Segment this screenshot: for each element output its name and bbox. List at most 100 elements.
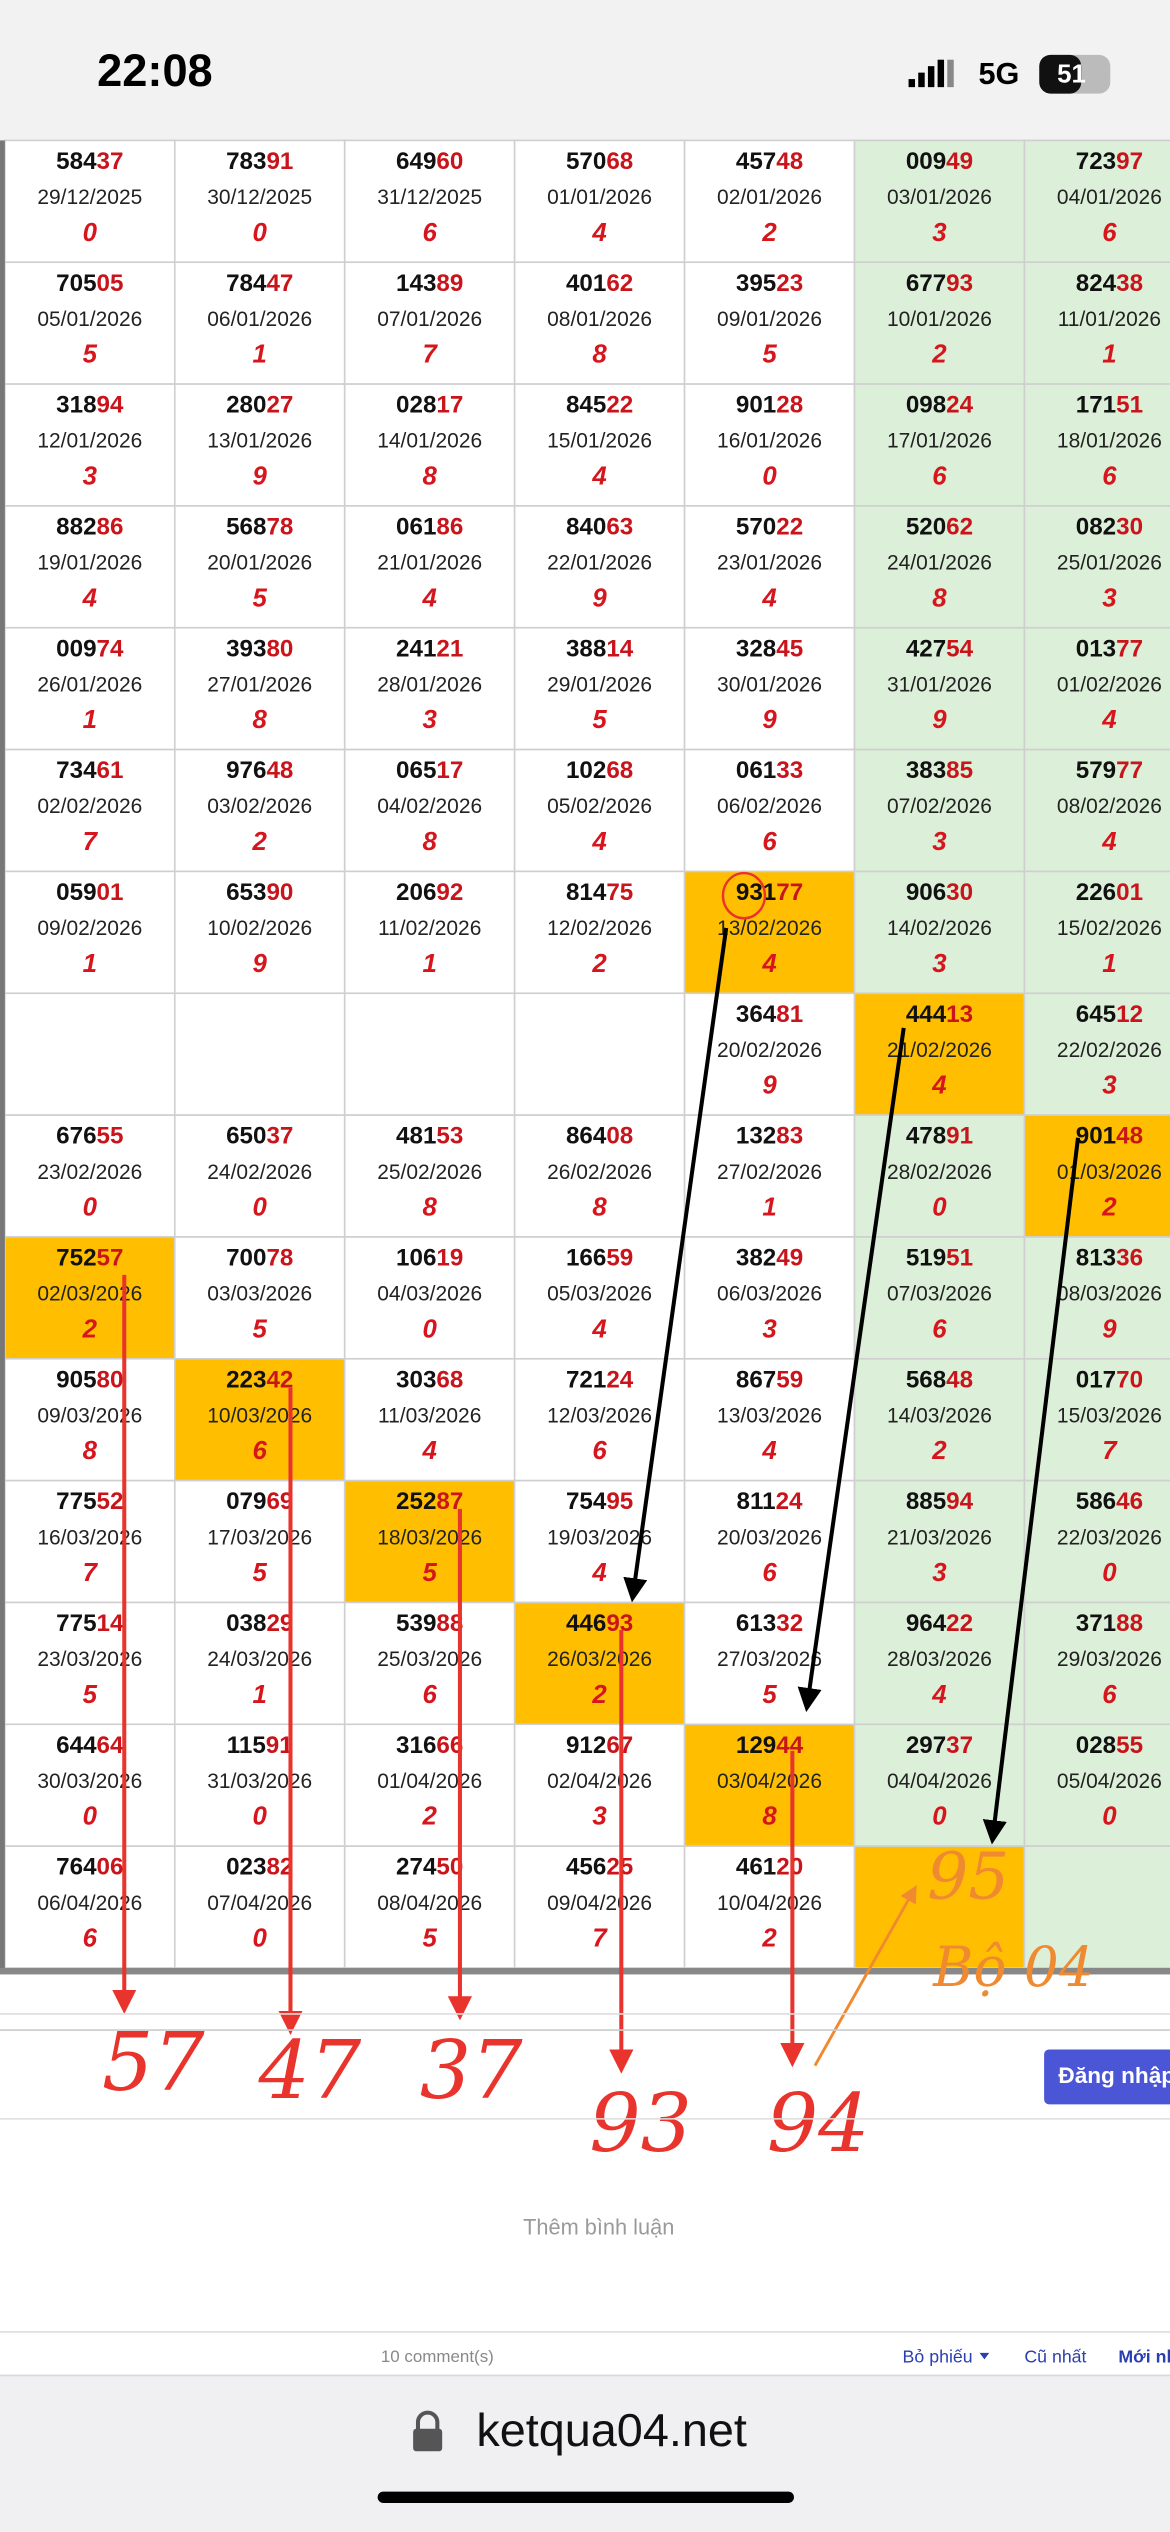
result-date: 05/02/2026 bbox=[547, 795, 652, 818]
number-head: 644 bbox=[56, 1732, 97, 1759]
number-head: 102 bbox=[566, 758, 606, 785]
number-tail: 59 bbox=[606, 1245, 633, 1272]
result-number: 82438 bbox=[1076, 270, 1143, 297]
handwritten-number: 37 bbox=[420, 2024, 523, 2118]
number-tail: 92 bbox=[436, 879, 463, 906]
number-tail: 94 bbox=[97, 392, 124, 419]
number-tail: 77 bbox=[1116, 636, 1143, 663]
number-tail: 78 bbox=[266, 1245, 293, 1272]
number-tail: 68 bbox=[606, 758, 633, 785]
result-digit: 7 bbox=[422, 341, 438, 369]
result-date: 13/01/2026 bbox=[207, 430, 312, 453]
cell bbox=[853, 626, 1026, 751]
cell bbox=[173, 992, 346, 1116]
number-head: 401 bbox=[566, 270, 606, 297]
number-tail: 20 bbox=[776, 1854, 803, 1881]
result-date: 29/12/2025 bbox=[37, 186, 142, 209]
result-date: 23/02/2026 bbox=[37, 1161, 142, 1184]
number-head: 280 bbox=[226, 392, 266, 419]
number-head: 206 bbox=[396, 879, 436, 906]
result-date: 19/03/2026 bbox=[547, 1526, 652, 1549]
result-number: 53988 bbox=[396, 1610, 463, 1637]
result-digit: 1 bbox=[422, 950, 436, 978]
result-date: 04/01/2026 bbox=[1057, 186, 1162, 209]
cell bbox=[1023, 626, 1170, 751]
result-digit: 5 bbox=[253, 584, 268, 612]
result-digit: 2 bbox=[1101, 1194, 1117, 1222]
number-tail: 77 bbox=[776, 879, 803, 906]
result-date: 01/01/2026 bbox=[547, 186, 652, 209]
cell bbox=[1023, 870, 1170, 995]
number-tail: 88 bbox=[1116, 1610, 1143, 1637]
handwritten-number: 57 bbox=[102, 2016, 205, 2110]
number-tail: 48 bbox=[946, 1367, 973, 1394]
cell bbox=[343, 261, 516, 385]
circle-mark bbox=[721, 871, 767, 920]
result-date: 27/03/2026 bbox=[717, 1648, 822, 1671]
handwritten-number: 94 bbox=[767, 2077, 870, 2171]
comment-placeholder[interactable]: Thêm bình luận bbox=[523, 2214, 674, 2239]
number-head: 393 bbox=[226, 636, 266, 663]
cell bbox=[343, 1357, 516, 1482]
number-head: 845 bbox=[566, 392, 606, 419]
result-digit: 8 bbox=[83, 1437, 98, 1465]
result-number: 08230 bbox=[1076, 514, 1143, 541]
number-tail: 36 bbox=[1116, 1245, 1143, 1272]
result-digit: 0 bbox=[422, 1315, 437, 1343]
number-tail: 91 bbox=[266, 148, 293, 175]
result-number: 00949 bbox=[906, 148, 973, 175]
sort-newest[interactable]: Mới nhất bbox=[1118, 2346, 1170, 2366]
number-tail: 49 bbox=[946, 148, 973, 175]
result-digit: 4 bbox=[931, 1072, 946, 1100]
cell bbox=[683, 870, 856, 995]
number-head: 783 bbox=[226, 148, 266, 175]
number-tail: 49 bbox=[776, 1245, 803, 1272]
result-date: 12/03/2026 bbox=[547, 1404, 652, 1427]
cell bbox=[513, 1479, 686, 1604]
number-head: 061 bbox=[396, 514, 436, 541]
result-date: 17/01/2026 bbox=[887, 430, 992, 453]
url[interactable]: ketqua04.net bbox=[476, 2404, 747, 2456]
result-digit: 2 bbox=[591, 950, 607, 978]
cell bbox=[343, 1601, 516, 1726]
sort-vote[interactable]: Bỏ phiếu bbox=[903, 2346, 973, 2366]
number-head: 115 bbox=[227, 1732, 266, 1759]
number-head: 811 bbox=[737, 1489, 776, 1516]
result-number: 77552 bbox=[56, 1489, 123, 1516]
result-number: 02817 bbox=[396, 392, 463, 419]
result-digit: 6 bbox=[592, 1437, 607, 1465]
result-date: 31/01/2026 bbox=[887, 673, 992, 696]
result-number: 10619 bbox=[396, 1245, 463, 1272]
number-head: 129 bbox=[736, 1732, 776, 1759]
result-number: 67793 bbox=[906, 270, 973, 297]
result-number: 90630 bbox=[906, 879, 973, 906]
browser-bar bbox=[0, 2375, 1170, 2532]
result-date: 24/02/2026 bbox=[207, 1161, 312, 1184]
result-digit: 2 bbox=[591, 1681, 607, 1709]
result-number: 14389 bbox=[396, 270, 463, 297]
number-head: 584 bbox=[56, 148, 97, 175]
number-tail: 12 bbox=[1116, 1001, 1143, 1028]
number-tail: 37 bbox=[97, 148, 124, 175]
result-date: 18/01/2026 bbox=[1057, 430, 1162, 453]
result-date: 21/03/2026 bbox=[887, 1526, 992, 1549]
result-digit: 2 bbox=[931, 341, 947, 369]
result-digit: 4 bbox=[591, 1559, 606, 1587]
result-digit: 3 bbox=[1102, 1072, 1117, 1100]
result-number: 17151 bbox=[1076, 392, 1143, 419]
result-digit: 2 bbox=[931, 1437, 947, 1465]
number-tail: 57 bbox=[97, 1245, 124, 1272]
sort-oldest[interactable]: Cũ nhất bbox=[1024, 2346, 1086, 2366]
login-label[interactable]: Đăng nhập bbox=[1058, 2063, 1170, 2088]
result-number: 01770 bbox=[1076, 1367, 1143, 1394]
result-number: 78391 bbox=[226, 148, 293, 175]
number-head: 964 bbox=[906, 1610, 947, 1637]
number-tail: 93 bbox=[946, 270, 973, 297]
result-digit: 6 bbox=[422, 219, 437, 247]
number-tail: 74 bbox=[97, 636, 124, 663]
result-date: 08/03/2026 bbox=[1057, 1283, 1162, 1306]
number-head: 017 bbox=[1076, 1367, 1116, 1394]
result-number: 20692 bbox=[396, 879, 463, 906]
login-button[interactable] bbox=[1044, 2049, 1170, 2105]
result-number: 58646 bbox=[1076, 1489, 1143, 1516]
